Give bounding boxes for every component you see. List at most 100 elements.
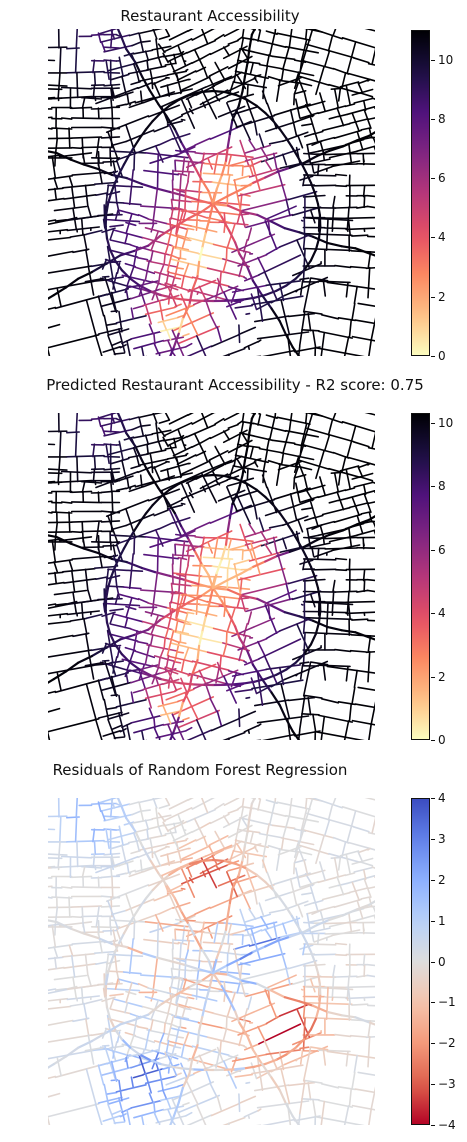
street-segment	[166, 607, 188, 614]
street-segment	[85, 633, 90, 651]
street-segment	[54, 219, 68, 222]
street-segment	[257, 723, 262, 727]
street-segment	[258, 63, 283, 70]
street-segment	[328, 499, 340, 504]
street-segment	[328, 83, 361, 95]
street-segment	[367, 1035, 371, 1068]
street-segment	[140, 951, 157, 959]
street-segment	[244, 913, 271, 923]
street-segment	[198, 940, 202, 962]
street-segment	[196, 960, 201, 981]
street-segment	[170, 208, 174, 220]
street-segment	[48, 116, 53, 119]
street-segment	[97, 295, 105, 317]
street-segment	[334, 568, 348, 572]
street-segment	[82, 152, 86, 165]
street-segment	[204, 844, 233, 858]
street-segment	[285, 814, 320, 823]
street-segment	[137, 81, 153, 90]
street-segment	[102, 218, 106, 229]
street-segment	[280, 299, 291, 336]
street-segment	[102, 729, 121, 737]
street-segment	[206, 651, 245, 662]
street-segment	[302, 578, 326, 582]
tick-label: 6	[438, 171, 446, 186]
street-segment	[181, 460, 211, 475]
street-segment	[165, 498, 176, 515]
street-segment	[136, 455, 140, 467]
street-segment	[362, 185, 366, 198]
street-segment	[334, 1033, 352, 1038]
street-segment	[126, 477, 130, 489]
street-segment	[144, 1072, 152, 1094]
street-segment	[97, 919, 100, 933]
street-segment	[48, 571, 64, 575]
street-segment	[95, 137, 100, 159]
street-segment	[247, 830, 261, 834]
street-segment	[245, 1081, 251, 1085]
chart-panel-1: Restaurant Accessibility 0 2 4 6 8 10	[0, 0, 467, 380]
street-segment	[276, 416, 311, 425]
street-segment	[153, 894, 169, 902]
street-segment	[158, 137, 174, 146]
street-segment	[204, 299, 212, 315]
tick-label: 4	[438, 791, 446, 805]
street-segment	[180, 1043, 185, 1058]
street-segment	[171, 583, 193, 587]
street-segment	[184, 1076, 199, 1106]
street-segment	[255, 873, 267, 884]
street-segment	[179, 991, 194, 997]
street-segment	[138, 279, 146, 297]
street-segment	[222, 731, 246, 740]
street-segment	[227, 932, 230, 945]
street-segment	[227, 547, 230, 560]
street-segment	[127, 284, 139, 289]
street-segment	[212, 627, 239, 636]
street-segment	[93, 181, 117, 185]
street-segment	[239, 908, 250, 936]
street-segment	[103, 815, 121, 818]
street-segment	[211, 971, 229, 976]
street-segment	[167, 435, 188, 447]
street-segment	[275, 847, 281, 871]
street-segment	[311, 235, 329, 245]
street-segment	[128, 801, 140, 806]
street-segment	[222, 683, 235, 686]
street-segment	[337, 87, 342, 102]
street-segment	[223, 474, 238, 481]
street-segment	[187, 170, 190, 182]
street-segment	[50, 481, 63, 484]
street-segment	[144, 921, 189, 928]
street-segment	[320, 313, 340, 320]
street-segment	[313, 184, 337, 187]
street-segment	[309, 661, 329, 666]
street-segment	[301, 892, 313, 896]
street-segment	[198, 669, 207, 685]
street-segment	[348, 887, 369, 894]
street-segment	[358, 463, 369, 469]
street-segment	[180, 887, 186, 890]
street-segment	[182, 194, 200, 202]
street-segment	[208, 202, 215, 220]
street-segment	[197, 636, 224, 644]
street-segment	[223, 90, 238, 97]
street-segment	[241, 549, 244, 561]
street-segment	[270, 691, 281, 707]
street-segment	[48, 923, 61, 927]
street-segment	[302, 277, 312, 313]
street-segment	[285, 520, 293, 532]
street-segment	[105, 322, 118, 327]
street-segment	[341, 139, 359, 148]
street-segment	[121, 75, 127, 96]
street-segment	[171, 948, 174, 970]
street-segment	[100, 418, 131, 427]
street-segment	[227, 481, 242, 487]
street-segment	[256, 286, 264, 323]
street-segment	[198, 171, 202, 193]
street-segment	[62, 567, 96, 573]
street-segment	[334, 590, 358, 593]
street-segment	[240, 37, 245, 50]
street-segment	[171, 329, 185, 356]
street-segment	[176, 839, 197, 851]
street-segment	[340, 245, 357, 250]
